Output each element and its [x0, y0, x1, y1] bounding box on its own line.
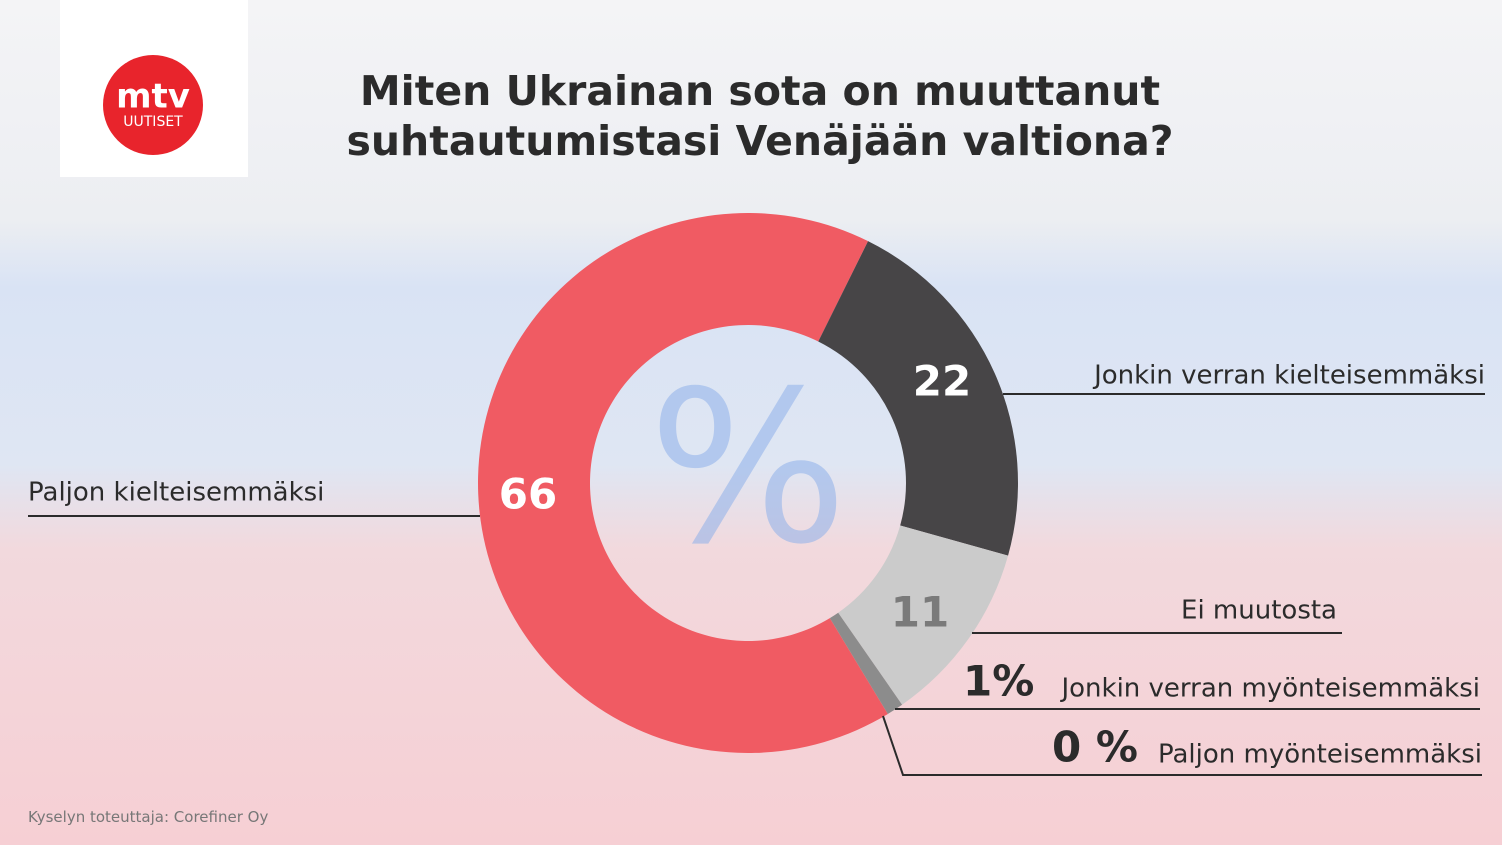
source-note: Kyselyn toteuttaja: Corefiner Oy [28, 808, 269, 826]
category-label: Jonkin verran kielteisemmäksi [1092, 361, 1485, 391]
donut-segment [829, 612, 903, 714]
leader-line [882, 715, 1482, 776]
center-symbol: % [648, 346, 848, 591]
logo: mtv UUTISET [60, 0, 248, 177]
donut-segment [478, 213, 888, 753]
category-label: Paljon myönteisemmäksi [1158, 740, 1482, 770]
category-label: Paljon kielteisemmäksi [28, 478, 324, 508]
logo-subtext: UUTISET [123, 114, 183, 130]
logo-circle [103, 55, 203, 155]
category-label: Ei muutosta [1181, 596, 1337, 626]
value-label: 11 [891, 588, 949, 637]
value-label: 1% [963, 657, 1034, 706]
logo-mark: mtv UUTISET [103, 55, 203, 155]
category-label: Jonkin verran myönteisemmäksi [1059, 674, 1480, 704]
value-label: 66 [499, 470, 557, 519]
logo-text: mtv [116, 77, 190, 117]
donut-segment [818, 241, 1018, 556]
value-label: 22 [913, 357, 971, 406]
donut-segment [838, 525, 1009, 705]
chart-title: Miten Ukrainan sota on muuttanut suhtaut… [346, 67, 1174, 165]
value-label: 0 % [1052, 723, 1138, 772]
